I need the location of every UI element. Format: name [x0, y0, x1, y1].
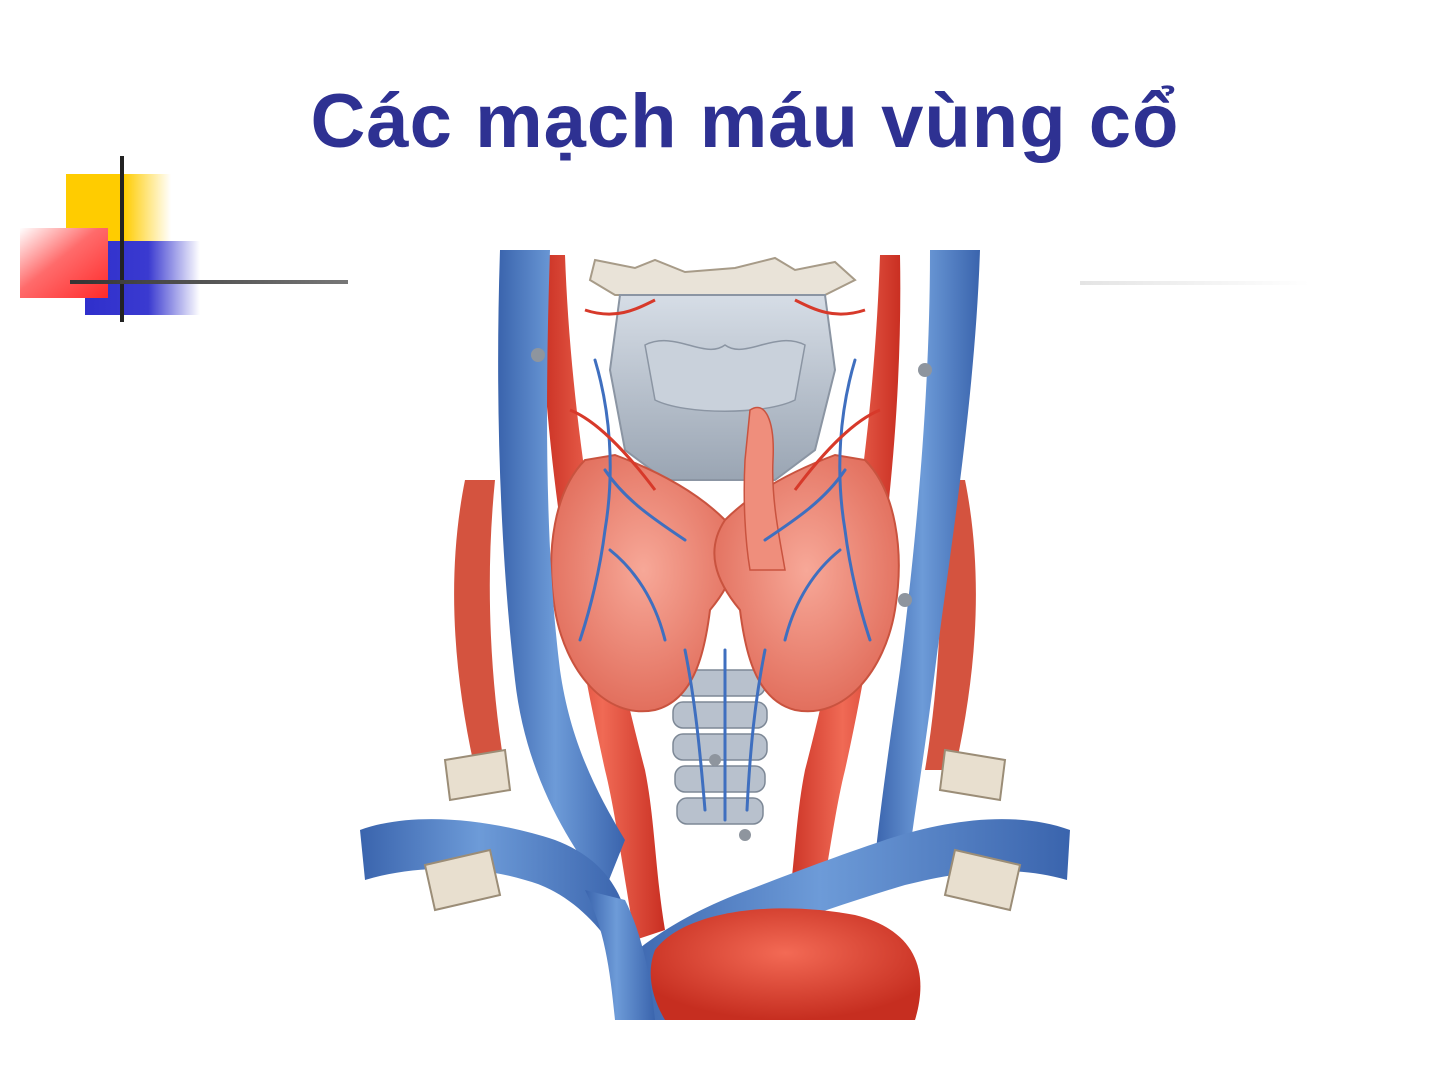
decorative-squares: [0, 150, 360, 330]
horizontal-rule-right: [1080, 281, 1310, 285]
red-square: [20, 228, 108, 298]
slide-title: Các mạch máu vùng cổ: [310, 79, 1180, 164]
horizontal-line: [70, 280, 348, 284]
vertical-line: [120, 156, 124, 322]
neck-vessels-illustration: [355, 250, 1075, 1020]
